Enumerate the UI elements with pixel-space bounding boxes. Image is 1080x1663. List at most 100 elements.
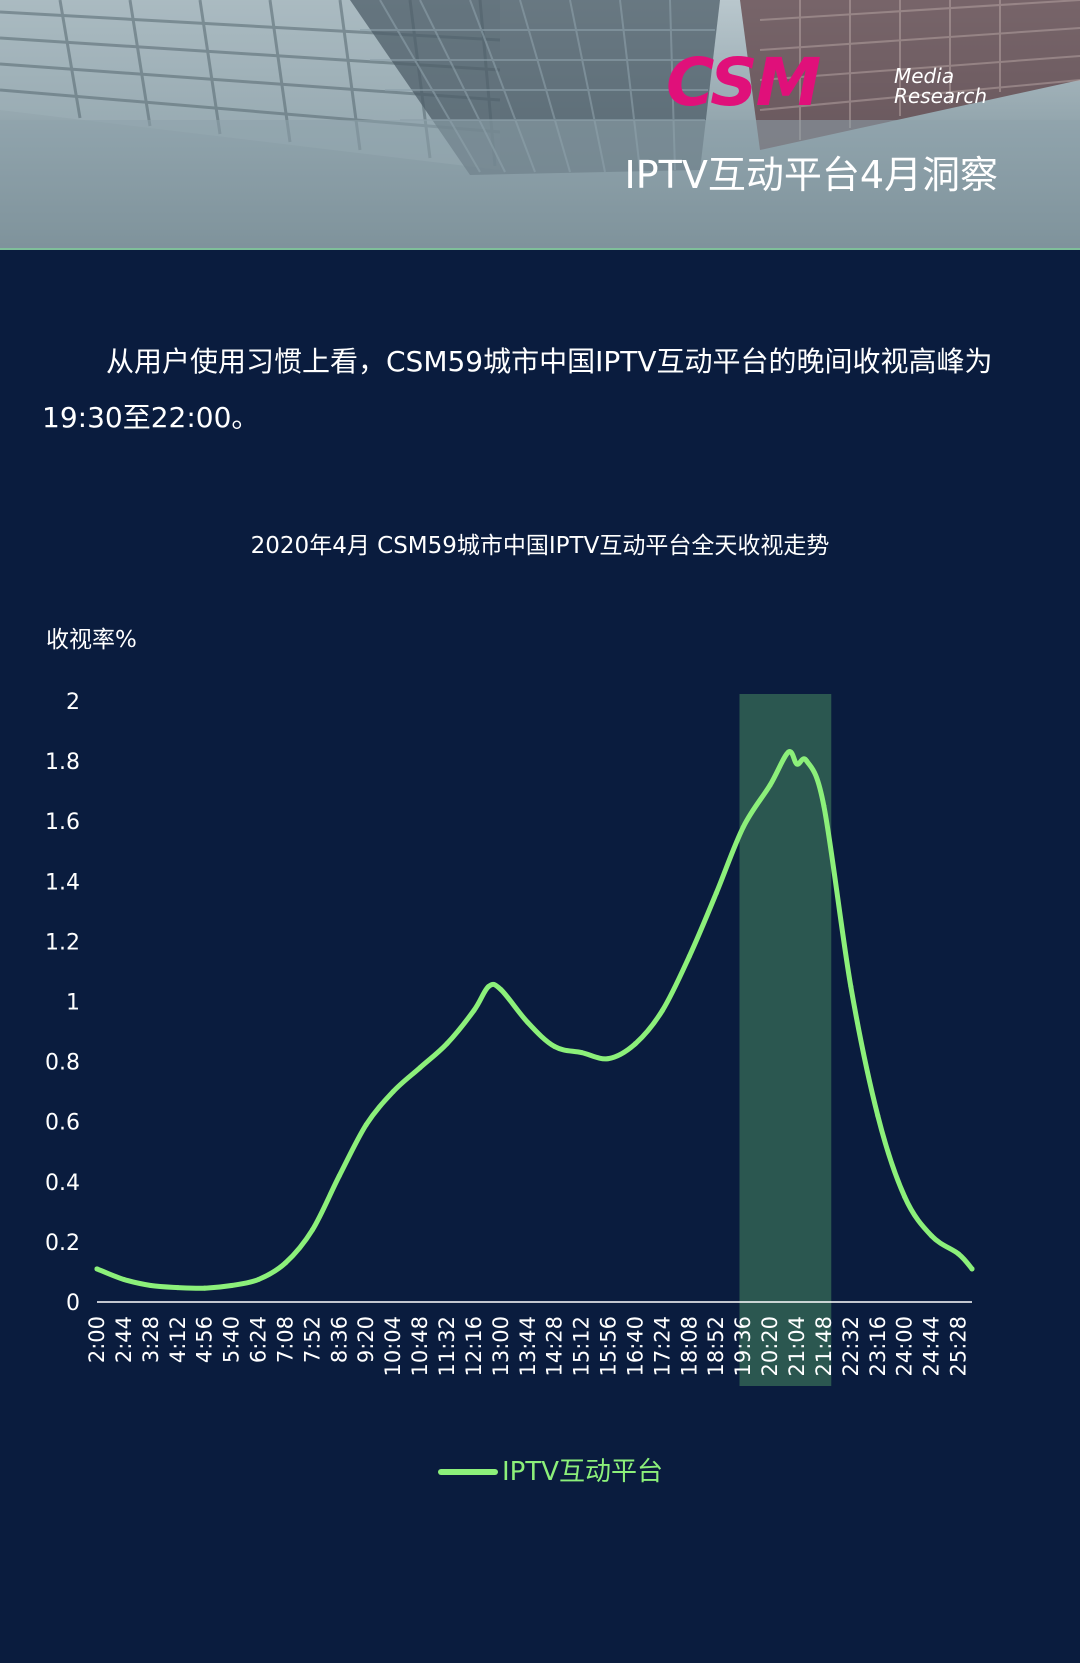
data-point xyxy=(740,824,746,830)
header-banner: CSM Media Research IPTV互动平台4月洞察 xyxy=(0,0,1080,250)
x-tick-label: 24:44 xyxy=(920,1316,944,1377)
chart-title: 2020年4月 CSM59城市中国IPTV互动平台全天收视走势 xyxy=(250,533,830,559)
logo-sub-line2: Research xyxy=(894,84,988,108)
x-tick-label: 5:40 xyxy=(220,1316,244,1363)
data-point xyxy=(498,986,504,992)
x-tick-label: 10:04 xyxy=(381,1316,405,1377)
x-axis-ticks: 2:00 2:44 3:28 4:12 4:56 5:40 6:24 7:08 7:52 8:36… xyxy=(85,1316,971,1377)
data-point xyxy=(390,1089,396,1095)
x-tick-label: 13:00 xyxy=(489,1316,513,1377)
data-point xyxy=(579,1050,585,1056)
x-tick-label: 8:36 xyxy=(327,1316,351,1363)
data-point xyxy=(794,761,800,767)
data-point xyxy=(282,1260,288,1266)
x-tick-label: 17:24 xyxy=(650,1316,674,1377)
x-tick-label: 19:36 xyxy=(731,1316,755,1377)
y-tick-label: 0.8 xyxy=(45,1051,80,1076)
x-tick-label: 4:12 xyxy=(166,1316,190,1363)
legend-label: IPTV互动平台 xyxy=(502,1457,664,1487)
data-point xyxy=(121,1276,127,1282)
logo-main-text: CSM xyxy=(666,44,821,121)
x-tick-label: 22:32 xyxy=(839,1316,863,1377)
data-point xyxy=(525,1020,531,1026)
data-point xyxy=(875,1113,881,1119)
x-tick-label: 20:20 xyxy=(758,1316,782,1377)
logo-subtitle: Media Research xyxy=(894,66,987,106)
x-tick-label: 18:52 xyxy=(704,1316,728,1377)
data-point xyxy=(902,1194,908,1200)
x-tick-label: 7:52 xyxy=(300,1316,324,1363)
data-point xyxy=(848,983,854,989)
y-tick-label: 1.6 xyxy=(45,810,80,835)
x-tick-label: 12:16 xyxy=(462,1316,486,1377)
y-tick-label: 1.2 xyxy=(45,930,80,955)
x-tick-label: 6:24 xyxy=(247,1316,271,1363)
x-tick-label: 3:28 xyxy=(139,1316,163,1363)
x-tick-label: 21:04 xyxy=(785,1316,809,1377)
y-tick-label: 1.8 xyxy=(45,750,80,775)
data-point xyxy=(256,1276,262,1282)
data-point xyxy=(785,749,791,755)
x-tick-label: 21:48 xyxy=(812,1316,836,1377)
data-point xyxy=(804,758,810,764)
y-tick-label: 0 xyxy=(66,1291,80,1316)
y-tick-label: 2 xyxy=(66,690,80,715)
x-tick-label: 15:12 xyxy=(570,1316,594,1377)
data-point xyxy=(486,983,492,989)
data-point xyxy=(956,1251,962,1257)
data-point xyxy=(632,1041,638,1047)
data-point xyxy=(686,953,692,959)
x-tick-label: 7:08 xyxy=(273,1316,297,1363)
data-point xyxy=(821,803,827,809)
data-point xyxy=(969,1266,975,1272)
x-tick-label: 10:48 xyxy=(408,1316,432,1377)
logo-sub-line1: Media xyxy=(894,64,955,88)
x-tick-label: 15:56 xyxy=(597,1316,621,1377)
data-points xyxy=(94,749,975,1291)
data-point xyxy=(363,1122,369,1128)
line-chart: 0 0.2 0.4 0.6 0.8 1 1.2 1.4 1.6 1.8 2 2:00 2:44 3:28… xyxy=(45,690,975,1386)
evening-peak-highlight xyxy=(739,694,832,1386)
y-tick-label: 1.4 xyxy=(45,870,80,895)
y-tick-label: 1 xyxy=(66,991,80,1016)
data-point xyxy=(336,1173,342,1179)
data-point xyxy=(202,1285,208,1291)
data-point xyxy=(552,1044,558,1050)
x-tick-label: 25:28 xyxy=(947,1316,971,1377)
data-point xyxy=(713,890,719,896)
x-tick-label: 11:32 xyxy=(435,1316,459,1377)
y-tick-label: 0.6 xyxy=(45,1111,80,1136)
x-tick-label: 16:40 xyxy=(623,1316,647,1377)
intro-paragraph: 从用户使用习惯上看，CSM59城市中国IPTV互动平台的晚间收视高峰为19:30… xyxy=(42,345,993,434)
legend: IPTV互动平台 xyxy=(438,1454,663,1490)
data-point xyxy=(444,1041,450,1047)
data-point xyxy=(767,782,773,788)
y-axis-ticks: 0 0.2 0.4 0.6 0.8 1 1.2 1.4 1.6 1.8 2 xyxy=(45,690,80,1316)
data-point xyxy=(606,1056,612,1062)
x-tick-label: 2:00 xyxy=(85,1316,109,1363)
y-tick-label: 0.4 xyxy=(45,1171,80,1196)
x-tick-label: 9:20 xyxy=(354,1316,378,1363)
data-point xyxy=(175,1285,181,1291)
x-tick-label: 14:28 xyxy=(543,1316,567,1377)
csm-logo: CSM Media Research xyxy=(666,48,1006,118)
data-point xyxy=(229,1282,235,1288)
data-point xyxy=(417,1065,423,1071)
data-point xyxy=(929,1233,935,1239)
data-point xyxy=(659,1008,665,1014)
data-point xyxy=(471,1008,477,1014)
legend-swatch xyxy=(438,1469,498,1475)
x-tick-label: 2:44 xyxy=(112,1316,136,1363)
y-tick-label: 0.2 xyxy=(45,1231,80,1256)
page-title: IPTV互动平台4月洞察 xyxy=(624,153,998,197)
data-point xyxy=(309,1227,315,1233)
series-line-iptv xyxy=(94,749,975,1291)
skyscraper-background-image xyxy=(0,0,1080,248)
x-tick-label: 24:00 xyxy=(893,1316,917,1377)
data-point xyxy=(148,1282,154,1288)
x-tick-label: 4:56 xyxy=(193,1316,217,1363)
data-point xyxy=(94,1266,100,1272)
y-axis-label: 收视率% xyxy=(46,627,137,653)
x-tick-label: 23:16 xyxy=(866,1316,890,1377)
x-tick-label: 13:44 xyxy=(516,1316,540,1377)
